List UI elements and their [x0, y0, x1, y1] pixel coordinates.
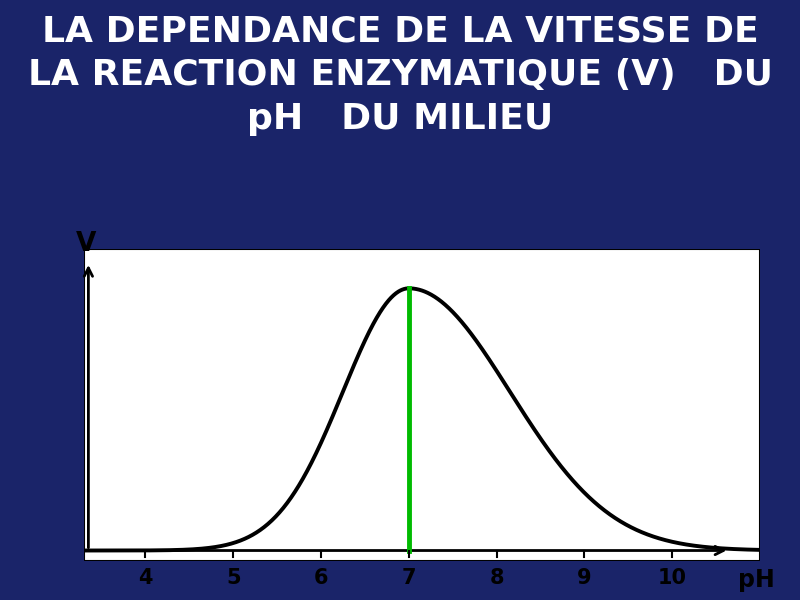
Text: pH: pH: [738, 568, 775, 592]
Text: 8: 8: [490, 568, 504, 587]
Bar: [84, 249, 760, 561]
Text: 9: 9: [577, 568, 592, 587]
Text: 5: 5: [226, 568, 241, 587]
Text: 4: 4: [138, 568, 153, 587]
Text: V: V: [75, 231, 96, 257]
Text: LA DEPENDANCE DE LA VITESSE DE
LA REACTION ENZYMATIQUE (V)   DU
pH   DU MILIEU: LA DEPENDANCE DE LA VITESSE DE LA REACTI…: [27, 15, 773, 136]
Text: 7: 7: [402, 568, 416, 587]
Text: 6: 6: [314, 568, 328, 587]
Text: 10: 10: [658, 568, 686, 587]
